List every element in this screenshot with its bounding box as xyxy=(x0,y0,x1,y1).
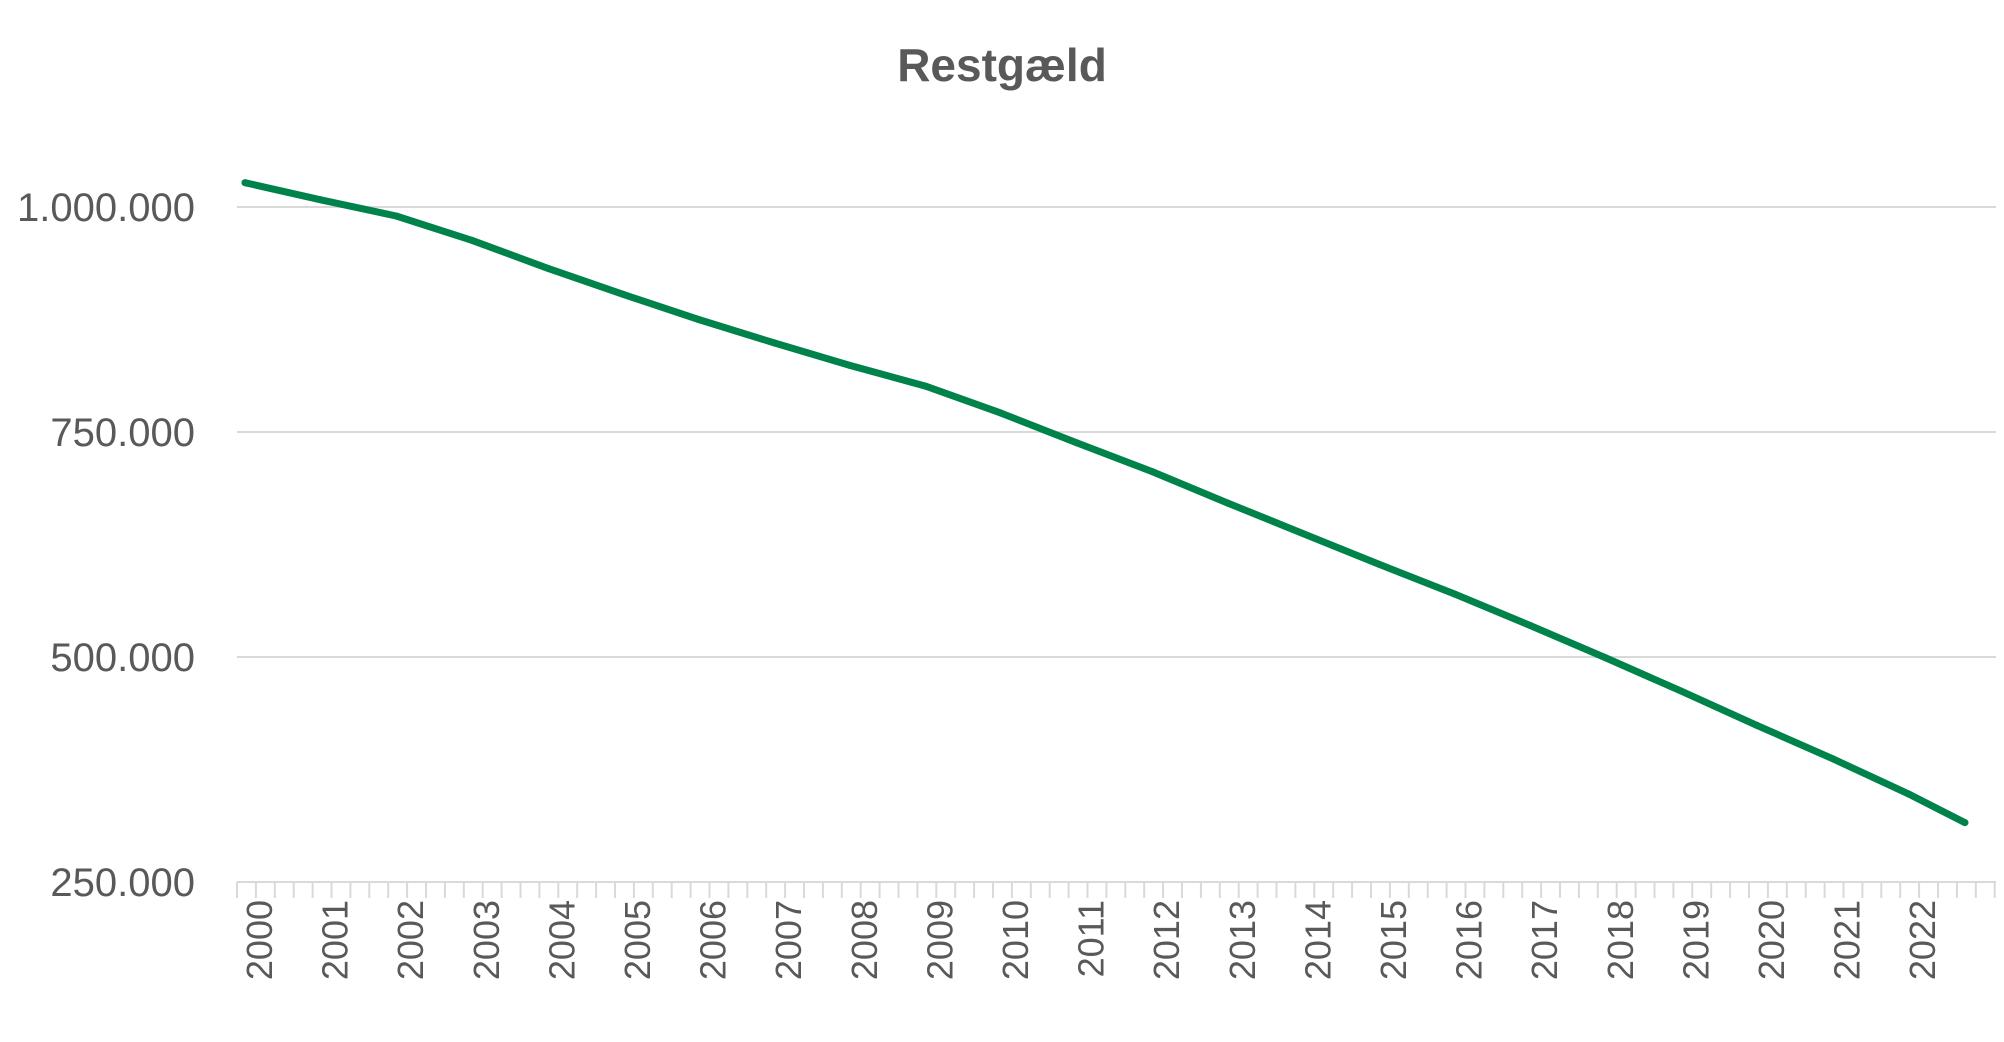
data-point xyxy=(1961,819,1969,827)
x-tick-label: 2013 xyxy=(1222,900,1263,980)
data-point xyxy=(695,316,703,323)
data-point xyxy=(1829,755,1837,763)
x-tick-label: 2010 xyxy=(995,900,1036,980)
data-point xyxy=(1677,687,1685,695)
x-tick-label: 2001 xyxy=(315,900,356,980)
x-tick-label: 2004 xyxy=(541,900,582,980)
series-line xyxy=(241,179,1969,827)
data-point xyxy=(619,290,627,298)
y-tick-label: 1.000.000 xyxy=(17,186,195,230)
data-point xyxy=(468,236,476,244)
x-tick-label: 2014 xyxy=(1297,900,1338,980)
data-point xyxy=(1451,590,1459,598)
data-point xyxy=(317,196,325,204)
x-tick-label: 2008 xyxy=(844,900,885,980)
y-tick-label: 250.000 xyxy=(50,861,195,905)
y-tick-label: 500.000 xyxy=(50,636,195,680)
y-tick-label: 750.000 xyxy=(50,411,195,455)
data-point xyxy=(997,409,1005,417)
x-tick-label: 2009 xyxy=(919,900,960,980)
data-point xyxy=(543,264,551,272)
x-tick-label: 2020 xyxy=(1751,900,1792,980)
x-tick-label: 2019 xyxy=(1675,900,1716,980)
x-tick-label: 2015 xyxy=(1373,900,1414,980)
x-tick-label: 2003 xyxy=(466,900,507,980)
data-point xyxy=(921,382,929,390)
data-point xyxy=(1224,499,1232,507)
data-point xyxy=(1904,790,1912,798)
data-point xyxy=(770,339,778,347)
data-point xyxy=(1375,560,1383,568)
x-tick-label: 2017 xyxy=(1524,900,1565,980)
x-tick-label: 2018 xyxy=(1600,900,1641,980)
data-point xyxy=(1148,468,1156,476)
data-point xyxy=(1299,530,1307,538)
data-point xyxy=(1526,622,1534,629)
x-tick-label: 2000 xyxy=(239,900,280,980)
x-tick-label: 2022 xyxy=(1902,900,1943,980)
x-tick-label: 2006 xyxy=(693,900,734,980)
data-point xyxy=(1602,654,1610,662)
data-point xyxy=(241,179,249,187)
data-point xyxy=(392,212,400,220)
x-tick-label: 2002 xyxy=(390,900,431,980)
data-point xyxy=(1073,439,1081,447)
x-tick-label: 2007 xyxy=(768,900,809,980)
data-point xyxy=(846,361,854,369)
x-tick-label: 2011 xyxy=(1071,900,1112,977)
x-tick-label: 2021 xyxy=(1827,900,1868,980)
x-tick-label: 2016 xyxy=(1449,900,1490,980)
data-point xyxy=(1753,721,1761,729)
x-tick-label: 2005 xyxy=(617,900,658,980)
x-tick-label: 2012 xyxy=(1146,900,1187,980)
chart-title: Restgæld xyxy=(897,39,1107,91)
